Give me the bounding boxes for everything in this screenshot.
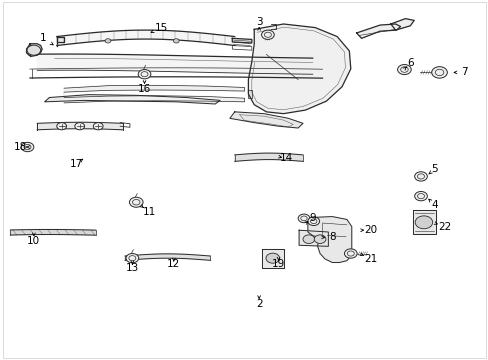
Polygon shape <box>307 217 351 262</box>
Circle shape <box>414 216 432 229</box>
Text: 4: 4 <box>430 200 437 210</box>
Polygon shape <box>390 19 413 30</box>
Text: 8: 8 <box>328 232 335 242</box>
Text: 15: 15 <box>155 23 168 33</box>
Circle shape <box>265 253 279 263</box>
Polygon shape <box>248 90 251 98</box>
Circle shape <box>414 172 427 181</box>
Circle shape <box>138 69 151 79</box>
Text: 10: 10 <box>27 236 41 246</box>
Circle shape <box>173 39 179 43</box>
Text: 18: 18 <box>14 142 27 152</box>
Circle shape <box>93 123 103 130</box>
Polygon shape <box>234 153 303 161</box>
Polygon shape <box>261 249 284 268</box>
Polygon shape <box>232 39 251 43</box>
Circle shape <box>397 64 410 75</box>
Circle shape <box>314 235 325 243</box>
Circle shape <box>129 197 143 207</box>
Circle shape <box>344 249 356 258</box>
Polygon shape <box>64 85 244 103</box>
Text: 20: 20 <box>364 225 377 235</box>
Circle shape <box>75 123 84 130</box>
Text: 7: 7 <box>460 67 466 77</box>
Polygon shape <box>356 24 400 39</box>
Text: 19: 19 <box>271 259 285 269</box>
Circle shape <box>298 214 309 223</box>
Polygon shape <box>26 44 42 56</box>
Circle shape <box>261 30 274 40</box>
Polygon shape <box>37 54 312 74</box>
Polygon shape <box>10 229 96 235</box>
Polygon shape <box>248 24 350 114</box>
Text: 2: 2 <box>255 299 262 309</box>
Polygon shape <box>299 230 328 246</box>
Text: 12: 12 <box>167 259 180 269</box>
Text: 9: 9 <box>309 213 315 222</box>
Text: 22: 22 <box>437 222 450 231</box>
Circle shape <box>27 45 41 55</box>
Text: 6: 6 <box>406 58 413 68</box>
Polygon shape <box>229 112 303 128</box>
Circle shape <box>126 253 139 263</box>
Text: 11: 11 <box>142 207 156 217</box>
Text: 5: 5 <box>430 164 437 174</box>
Text: 13: 13 <box>125 263 139 273</box>
Circle shape <box>307 217 319 226</box>
Polygon shape <box>37 122 122 130</box>
Text: 14: 14 <box>279 153 292 163</box>
Circle shape <box>431 67 447 78</box>
Polygon shape <box>412 211 435 234</box>
Polygon shape <box>57 37 64 42</box>
Polygon shape <box>57 30 234 45</box>
Circle shape <box>105 39 111 43</box>
Text: 1: 1 <box>40 33 47 43</box>
Text: 21: 21 <box>364 254 377 264</box>
Polygon shape <box>125 254 210 260</box>
Text: 17: 17 <box>69 159 83 169</box>
Text: 16: 16 <box>138 84 151 94</box>
Polygon shape <box>44 95 220 104</box>
Text: 3: 3 <box>255 17 262 27</box>
Circle shape <box>57 123 66 130</box>
Circle shape <box>414 192 427 201</box>
Circle shape <box>303 235 314 243</box>
Circle shape <box>21 142 34 152</box>
